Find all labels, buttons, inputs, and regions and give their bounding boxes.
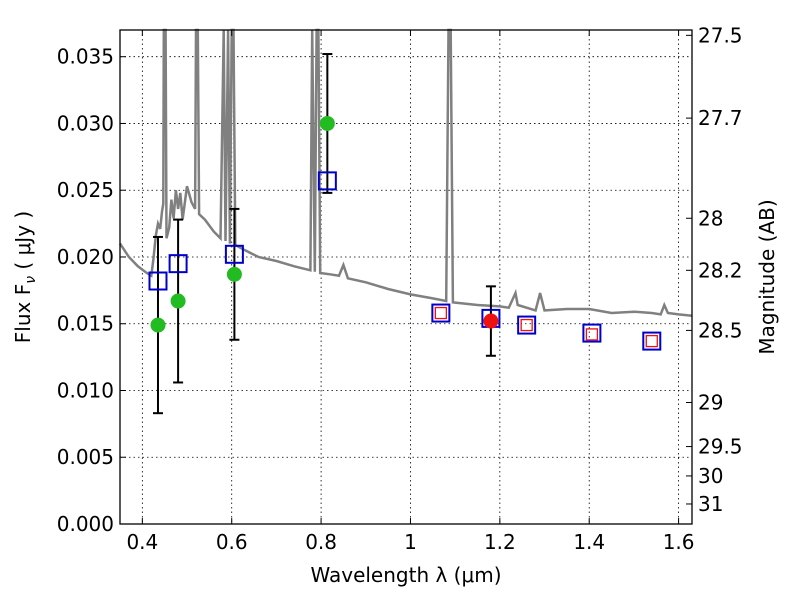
y-tick-label: 0.015 [57,312,114,336]
model-square [642,331,662,351]
y2-tick-label: 28.2 [698,258,743,282]
y2-tick-label: 29 [698,391,723,415]
nir-square [585,328,599,341]
x-tick-label: 1.6 [663,530,695,554]
x-tick-label: 0.8 [305,530,337,554]
gridlines [120,30,692,524]
y-tick-label: 0.005 [57,445,114,469]
y2-axis-label: Magnitude (AB) [755,199,779,354]
y-tick-label: 0.035 [57,45,114,69]
x-tick-label: 0.4 [126,530,158,554]
axis-ticks: 0.4 0.6 0.8 1 1.2 1.4 1.6 0.000 0.005 0.010 0.015 0… [57,23,743,554]
y-axis-label: Flux Fν ( μJy ) [11,211,39,343]
model-square [317,171,337,191]
x-tick-label: 1.4 [573,530,605,554]
y-axis-label-main: Flux F [11,284,35,343]
model-square [168,254,188,274]
y-tick-label: 0.030 [57,111,114,135]
y-tick-label: 0.010 [57,378,114,402]
y2-tick-label: 27.7 [698,106,743,130]
data-point-observed_optical [226,266,242,282]
y2-axis-label-group: Magnitude (AB) [755,199,779,354]
y-axis-label-unit: ( μJy ) [11,211,35,276]
model-square [431,303,451,323]
nir-square [645,334,658,348]
model-square [224,244,244,264]
y2-tick-label: 29.5 [698,435,743,459]
data-markers [148,53,662,415]
y2-tick-label: 27.5 [698,23,743,47]
y2-tick-label: 30 [698,464,723,488]
model-square [582,323,602,343]
nir-square [520,318,533,332]
sed-model-layer [118,28,693,317]
y2-tick-label: 31 [698,492,723,516]
y-tick-label: 0.000 [57,512,114,536]
data-point-observed_nir [483,313,499,329]
x-axis-label: Wavelength λ (μm) [310,563,501,587]
data-point-observed_optical [150,317,166,333]
y-axis-label-group: Flux Fν ( μJy ) [11,211,39,343]
x-tick-label: 0.6 [216,530,248,554]
x-tick-label: 1.2 [484,530,516,554]
nir-square [434,306,448,320]
y-tick-label: 0.025 [57,178,114,202]
y-tick-label: 0.020 [57,245,114,269]
y-axis-label-subscript: ν [23,276,39,284]
plot-frame [119,29,693,525]
model-square [517,315,537,335]
y2-tick-label: 28.5 [698,318,743,342]
data-point-observed_optical [170,293,186,309]
x-tick-label: 1 [404,530,417,554]
sed-model-curve [118,28,693,317]
data-point-observed_optical [319,115,335,131]
model-square [148,271,168,291]
y2-tick-label: 28 [698,206,723,230]
